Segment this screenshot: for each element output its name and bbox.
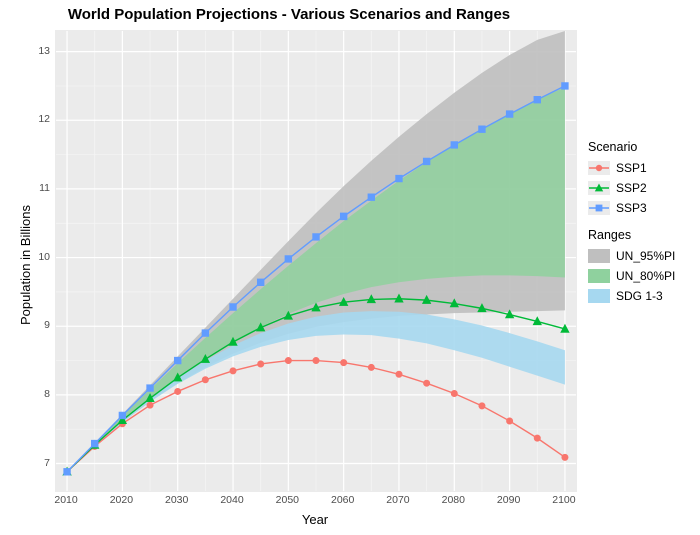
marker-SSP3: [423, 158, 430, 165]
legend-swatch-UN_95%PI: [588, 249, 610, 263]
xtick-label: 2060: [331, 494, 354, 506]
marker-SSP3: [230, 304, 237, 311]
legend-swatch-SSP1: [588, 161, 610, 175]
plot-area: [55, 30, 577, 492]
marker-SSP1: [451, 390, 457, 396]
marker-SSP1: [340, 359, 346, 365]
marker-SSP3: [285, 256, 292, 263]
marker-SSP1: [175, 388, 181, 394]
marker-SSP3: [64, 468, 71, 475]
legend-swatch-SDG 1-3: [588, 289, 610, 303]
xtick-label: 2090: [497, 494, 520, 506]
xtick-label: 2080: [442, 494, 465, 506]
marker-SSP3: [313, 234, 320, 241]
xtick-label: 2040: [220, 494, 243, 506]
marker-SSP3: [562, 83, 569, 90]
legend-label: UN_95%PI: [616, 249, 675, 263]
chart-title: World Population Projections - Various S…: [0, 6, 578, 23]
legend-swatch-SSP3: [588, 201, 610, 215]
xtick-label: 2030: [165, 494, 188, 506]
marker-SSP3: [174, 357, 181, 364]
y-axis-label-wrap: Population in Billions: [0, 0, 24, 535]
legend-swatch-UN_80%PI: [588, 269, 610, 283]
legend-ranges-title: Ranges: [588, 228, 694, 242]
xtick-label: 2070: [386, 494, 409, 506]
legend-label: SSP3: [616, 201, 647, 215]
xtick-label: 2050: [276, 494, 299, 506]
marker-SSP3: [534, 96, 541, 103]
legend-item-SSP3: SSP3: [588, 198, 694, 218]
legend-label: SSP2: [616, 181, 647, 195]
y-axis-label: Population in Billions: [16, 35, 36, 495]
marker-SSP3: [340, 213, 347, 220]
legend-label: UN_80%PI: [616, 269, 675, 283]
marker-SSP3: [257, 279, 264, 286]
marker-SSP3: [506, 111, 513, 118]
marker-SSP3: [396, 175, 403, 182]
legend-item-SSP1: SSP1: [588, 158, 694, 178]
marker-SSP3: [368, 194, 375, 201]
legend-item-SDG 1-3: SDG 1-3: [588, 286, 694, 306]
xtick-label: 2010: [54, 494, 77, 506]
xtick-label: 2020: [110, 494, 133, 506]
marker-SSP1: [396, 371, 402, 377]
marker-SSP1: [562, 454, 568, 460]
legend-item-UN_95%PI: UN_95%PI: [588, 246, 694, 266]
legend-swatch-SSP2: [588, 181, 610, 195]
marker-SSP3: [202, 330, 209, 337]
marker-SSP1: [285, 357, 291, 363]
marker-SSP1: [534, 435, 540, 441]
marker-SSP1: [202, 377, 208, 383]
legend-item-UN_80%PI: UN_80%PI: [588, 266, 694, 286]
chart-container: World Population Projections - Various S…: [0, 0, 700, 535]
marker-SSP3: [479, 126, 486, 133]
marker-SSP1: [423, 380, 429, 386]
plot-svg: [56, 31, 576, 491]
marker-SSP3: [91, 440, 98, 447]
marker-SSP1: [506, 418, 512, 424]
marker-SSP3: [119, 412, 126, 419]
legend-item-SSP2: SSP2: [588, 178, 694, 198]
marker-SSP3: [147, 385, 154, 392]
marker-SSP1: [230, 368, 236, 374]
marker-SSP3: [451, 142, 458, 149]
marker-SSP1: [313, 357, 319, 363]
marker-SSP1: [368, 364, 374, 370]
legend: Scenario SSP1SSP2SSP3 Ranges UN_95%PIUN_…: [588, 130, 694, 306]
legend-scenario-title: Scenario: [588, 140, 694, 154]
marker-SSP1: [479, 403, 485, 409]
marker-SSP1: [257, 361, 263, 367]
xtick-label: 2100: [552, 494, 575, 506]
legend-scenarios: SSP1 SSP2 SSP3: [588, 158, 694, 218]
legend-label: SSP1: [616, 161, 647, 175]
x-axis-label: Year: [55, 512, 575, 527]
legend-label: SDG 1-3: [616, 289, 663, 303]
marker-SSP1: [147, 402, 153, 408]
legend-ranges: UN_95%PI UN_80%PI SDG 1-3: [588, 246, 694, 306]
